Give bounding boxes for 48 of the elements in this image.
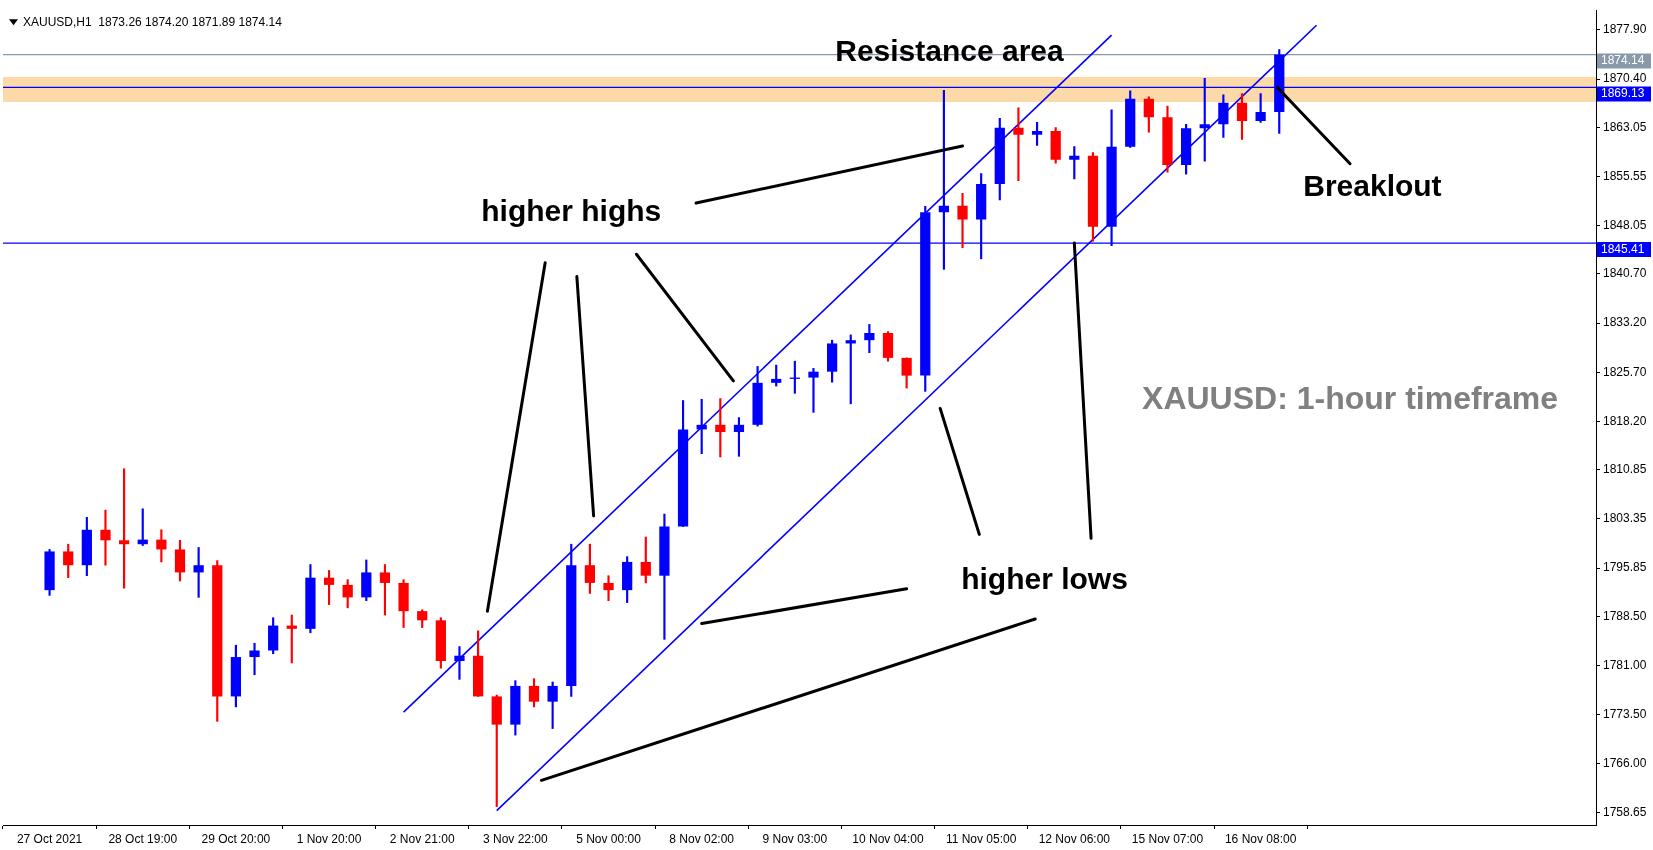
- x-tick-label: 16 Nov 08:00: [1224, 831, 1297, 846]
- y-tick-label: 1781.00: [1603, 657, 1647, 672]
- y-tick-label: 1803.35: [1603, 511, 1647, 526]
- y-tick-label: 1773.50: [1603, 707, 1647, 722]
- y-tick-label: 1863.05: [1603, 119, 1647, 134]
- x-tick-label: 28 Oct 19:00: [108, 831, 178, 846]
- x-tick-label: 3 Nov 22:00: [483, 831, 549, 846]
- annotation: Breaklout: [1303, 168, 1442, 202]
- x-tick-label: 5 Nov 00:00: [576, 831, 642, 846]
- x-tick-label: 11 Nov 05:00: [945, 831, 1017, 846]
- ref-line-label: 1845.41: [1601, 241, 1645, 256]
- y-tick-label: 1766.00: [1603, 756, 1647, 771]
- x-tick-label: 27 Oct 2021: [16, 831, 83, 846]
- y-tick-label: 1855.55: [1603, 168, 1647, 183]
- annotation: higher lows: [961, 561, 1128, 595]
- candlestick: [118, 468, 130, 589]
- y-tick-label: 1818.20: [1603, 413, 1647, 428]
- annotation: higher highs: [481, 193, 662, 227]
- candlestick: [454, 646, 465, 680]
- x-tick-label: 15 Nov 07:00: [1131, 831, 1204, 846]
- candlestick: [100, 509, 111, 566]
- y-tick-label: 1795.85: [1603, 560, 1647, 575]
- y-tick-label: 1848.05: [1603, 218, 1647, 233]
- chart-title: XAUUSD,H1 1873.26 1874.20 1871.89 1874.14: [23, 14, 283, 29]
- ref-line-label: 1869.13: [1601, 86, 1645, 101]
- y-tick-label: 1877.90: [1603, 22, 1647, 37]
- y-tick-label: 1788.50: [1603, 608, 1647, 623]
- y-tick-label: 1840.70: [1603, 266, 1647, 281]
- y-tick-label: 1833.20: [1603, 315, 1647, 330]
- y-tick-label: 1870.40: [1603, 71, 1647, 86]
- x-tick-label: 2 Nov 21:00: [389, 831, 455, 846]
- y-tick-label: 1825.70: [1603, 364, 1647, 379]
- x-tick-label: 8 Nov 02:00: [669, 831, 735, 846]
- x-tick-label: 10 Nov 04:00: [852, 831, 925, 846]
- ref-line-label: 1874.14: [1601, 53, 1645, 68]
- candlestick: [808, 368, 819, 413]
- x-tick-label: 12 Nov 06:00: [1038, 831, 1111, 846]
- candlestick: [1013, 107, 1024, 182]
- y-tick-label: 1758.65: [1603, 804, 1647, 819]
- annotation: XAUUSD: 1-hour timeframe: [1142, 380, 1559, 417]
- x-tick-label: 9 Nov 03:00: [762, 831, 828, 846]
- x-tick-label: 29 Oct 20:00: [201, 831, 271, 846]
- candlestick: [957, 192, 968, 249]
- candlestick: [249, 642, 260, 676]
- candlestick: [603, 575, 614, 601]
- x-tick-label: 1 Nov 20:00: [296, 831, 362, 846]
- y-tick-label: 1810.85: [1603, 462, 1647, 477]
- band-label: Resistance area: [835, 34, 1065, 68]
